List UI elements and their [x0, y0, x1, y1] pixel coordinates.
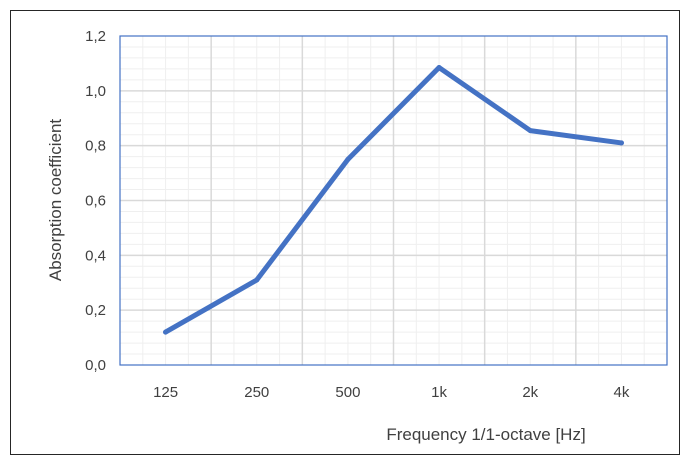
data-point: [527, 128, 533, 134]
y-tick-label: 0,0: [85, 357, 106, 374]
x-tick-label: 1k: [431, 384, 447, 401]
x-tick-label: 500: [335, 384, 360, 401]
y-tick-label: 0,4: [85, 247, 106, 264]
chart-frame: [10, 10, 680, 455]
grid-lines: [120, 36, 667, 365]
y-axis-title: Absorption coefficient: [46, 119, 65, 282]
y-tick-label: 0,2: [85, 302, 106, 319]
x-tick-label: 2k: [522, 384, 538, 401]
y-tick-label: 0,8: [85, 138, 106, 155]
x-axis-ticks: 125 250 500 1k 2k 4k: [153, 384, 630, 401]
x-axis-title: Frequency 1/1-octave [Hz]: [386, 425, 585, 444]
data-point: [436, 65, 442, 71]
series-layer: [163, 65, 624, 335]
x-tick-label: 250: [244, 384, 269, 401]
y-tick-label: 1,0: [85, 83, 106, 100]
x-tick-label: 125: [153, 384, 178, 401]
y-tick-label: 0,6: [85, 193, 106, 210]
data-point: [163, 329, 169, 335]
data-point: [254, 277, 260, 283]
x-tick-label: 4k: [613, 384, 629, 401]
plot-area: [119, 35, 668, 366]
data-point: [618, 140, 624, 146]
y-axis-ticks: 0,0 0,2 0,4 0,6 0,8 1,0 1,2: [85, 28, 106, 374]
y-tick-label: 1,2: [85, 28, 106, 45]
data-point: [345, 156, 351, 162]
series-line: [163, 65, 624, 335]
